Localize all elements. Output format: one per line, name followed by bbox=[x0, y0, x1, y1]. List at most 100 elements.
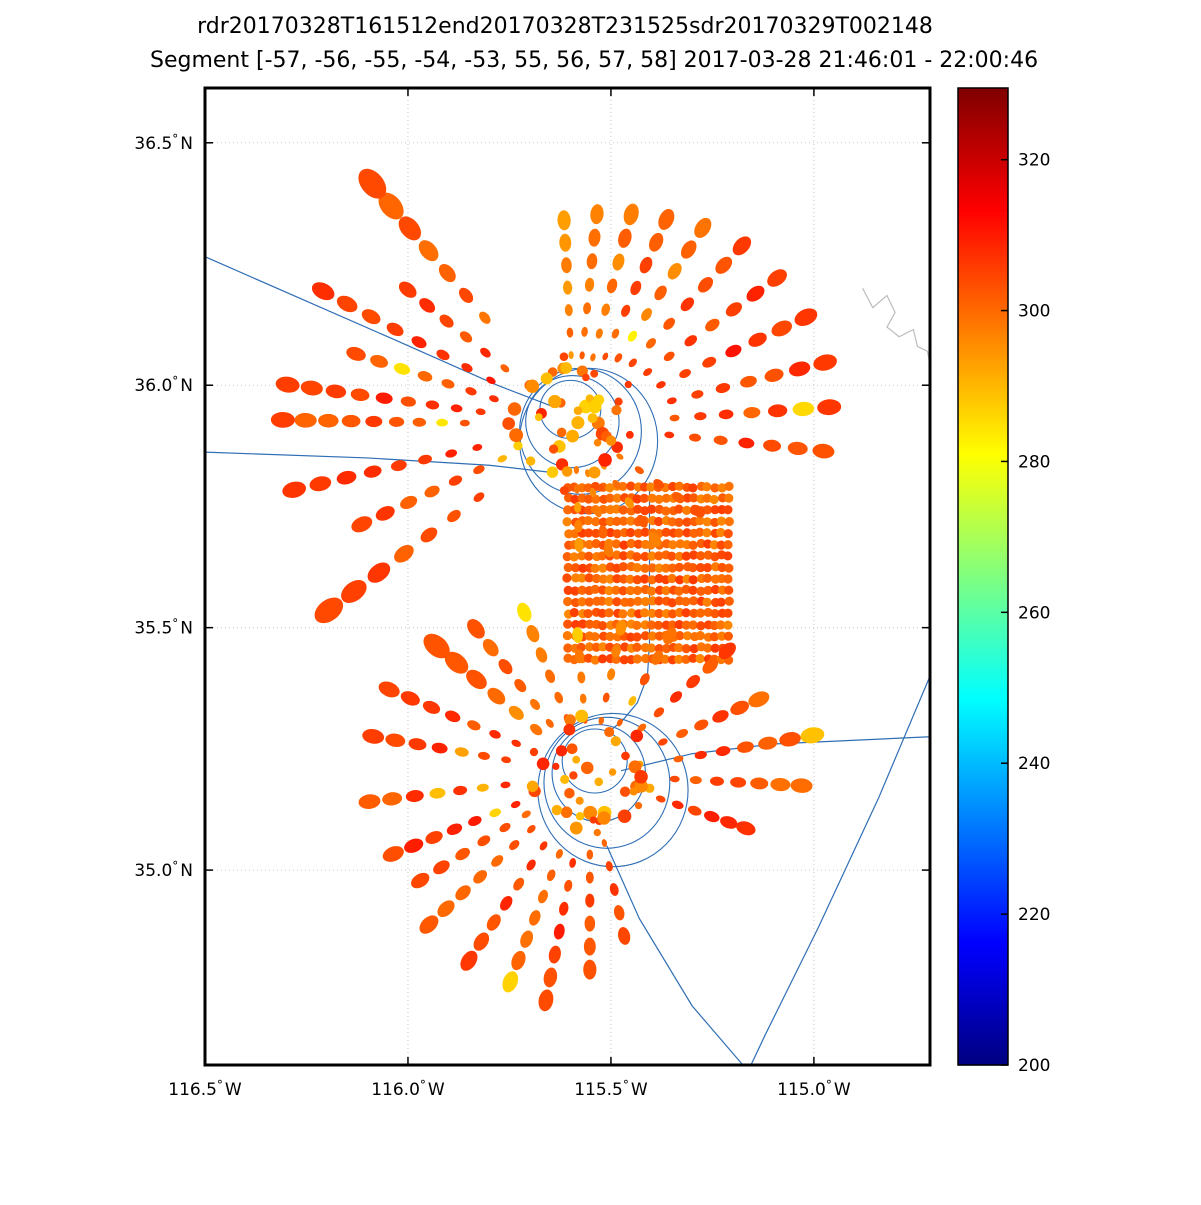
colorbar-gradient bbox=[958, 236, 1008, 241]
raster-dot bbox=[612, 516, 622, 526]
colorbar-gradient bbox=[958, 292, 1008, 297]
colorbar-gradient bbox=[958, 360, 1008, 365]
colorbar-gradient bbox=[958, 480, 1008, 486]
scan-blob bbox=[689, 776, 702, 785]
colorbar-gradient bbox=[958, 1032, 1008, 1038]
raster-dot bbox=[612, 493, 622, 503]
scan-blob bbox=[813, 354, 837, 371]
raster-dot bbox=[702, 528, 712, 538]
colorbar-gradient bbox=[958, 776, 1008, 782]
raster-dot bbox=[583, 494, 594, 504]
raster-dot bbox=[632, 575, 642, 585]
scan-blob bbox=[486, 914, 501, 931]
scan-blob bbox=[429, 787, 446, 799]
scan-blob bbox=[612, 479, 621, 489]
scan-blob bbox=[394, 544, 414, 563]
scan-blob bbox=[400, 691, 420, 706]
raster-dot bbox=[578, 563, 588, 573]
colorbar-gradient bbox=[958, 264, 1008, 269]
scan-blob bbox=[584, 277, 595, 292]
raster-dot bbox=[661, 493, 671, 503]
colorbar-gradient bbox=[958, 808, 1008, 814]
scan-blob bbox=[358, 794, 381, 809]
scan-blob bbox=[669, 775, 680, 783]
colorbar-gradient bbox=[958, 988, 1008, 994]
raster-dot bbox=[578, 619, 588, 629]
scan-blob bbox=[473, 465, 485, 475]
colorbar-gradient bbox=[958, 608, 1008, 614]
scan-blob bbox=[521, 810, 531, 819]
raster-dot bbox=[710, 608, 720, 619]
colorbar-gradient bbox=[958, 416, 1008, 421]
scan-blob bbox=[800, 727, 825, 744]
scan-blob bbox=[419, 915, 439, 934]
raster-dot bbox=[702, 493, 712, 503]
scan-blob bbox=[367, 562, 391, 583]
scan-blob bbox=[794, 308, 818, 327]
colorbar-gradient bbox=[958, 468, 1008, 473]
scan-blob bbox=[526, 624, 540, 643]
scan-blob bbox=[614, 353, 623, 363]
scan-blob bbox=[584, 915, 596, 932]
colorbar-gradient bbox=[958, 600, 1008, 606]
scan-blob bbox=[750, 777, 769, 790]
scan-blob bbox=[602, 352, 609, 361]
scan-center-dot bbox=[575, 796, 584, 805]
scan-center-dot bbox=[575, 811, 585, 821]
scan-blob bbox=[653, 479, 665, 489]
scan-blob bbox=[459, 419, 470, 427]
scan-blob bbox=[601, 303, 611, 316]
colorbar-gradient bbox=[958, 764, 1008, 770]
colorbar-gradient bbox=[958, 788, 1008, 794]
raster-dot bbox=[723, 631, 733, 641]
raster-dot bbox=[639, 482, 650, 492]
colorbar-gradient bbox=[958, 1012, 1008, 1018]
colorbar-gradient bbox=[958, 736, 1008, 742]
scan-blob bbox=[500, 364, 510, 373]
scan-blob bbox=[529, 910, 541, 926]
colorbar-gradient bbox=[958, 892, 1008, 898]
scan-blob bbox=[489, 729, 501, 739]
scan-blob bbox=[517, 602, 532, 622]
scan-blob bbox=[336, 295, 358, 313]
scan-blob bbox=[467, 619, 485, 639]
scan-blob bbox=[382, 846, 404, 862]
south-scan bbox=[358, 602, 825, 1012]
scan-blob bbox=[598, 716, 604, 725]
raster-dot bbox=[674, 504, 684, 514]
raster-dot bbox=[583, 515, 593, 526]
raster-dot bbox=[577, 551, 587, 561]
scan-center-dot bbox=[548, 394, 562, 409]
scan-blob bbox=[573, 465, 580, 474]
scan-center-dot bbox=[552, 762, 560, 771]
colorbar-gradient bbox=[958, 792, 1008, 798]
colorbar-gradient bbox=[958, 192, 1008, 197]
scan-blob bbox=[606, 278, 618, 294]
colorbar: 200 220 240 260 280 300 320 bbox=[957, 87, 1050, 1076]
raster-dot bbox=[689, 608, 699, 618]
colorbar-gradient bbox=[958, 152, 1008, 157]
raster-dot bbox=[716, 597, 726, 607]
scan-center-dot bbox=[573, 406, 583, 416]
raster-dot bbox=[611, 504, 622, 514]
raster-dot bbox=[597, 621, 608, 631]
colorbar-gradient bbox=[958, 100, 1008, 105]
scan-center-dot bbox=[593, 828, 601, 837]
scan-blob bbox=[748, 332, 767, 347]
scan-center-dot bbox=[624, 380, 632, 389]
raster-dot bbox=[647, 575, 657, 585]
raster-dot bbox=[591, 539, 601, 549]
raster-dot bbox=[604, 586, 614, 596]
colorbar-gradient bbox=[958, 104, 1008, 109]
scan-blob bbox=[583, 937, 596, 956]
scan-blob bbox=[431, 742, 448, 754]
colorbar-gradient bbox=[958, 144, 1008, 149]
colorbar-gradient bbox=[958, 244, 1008, 249]
colorbar-gradient bbox=[958, 816, 1008, 822]
scan-blob bbox=[607, 668, 616, 681]
scan-blob bbox=[480, 347, 491, 358]
scan-blob bbox=[530, 723, 543, 736]
scan-blob bbox=[624, 497, 635, 509]
scan-blob bbox=[424, 485, 440, 498]
colorbar-gradient bbox=[958, 368, 1008, 373]
